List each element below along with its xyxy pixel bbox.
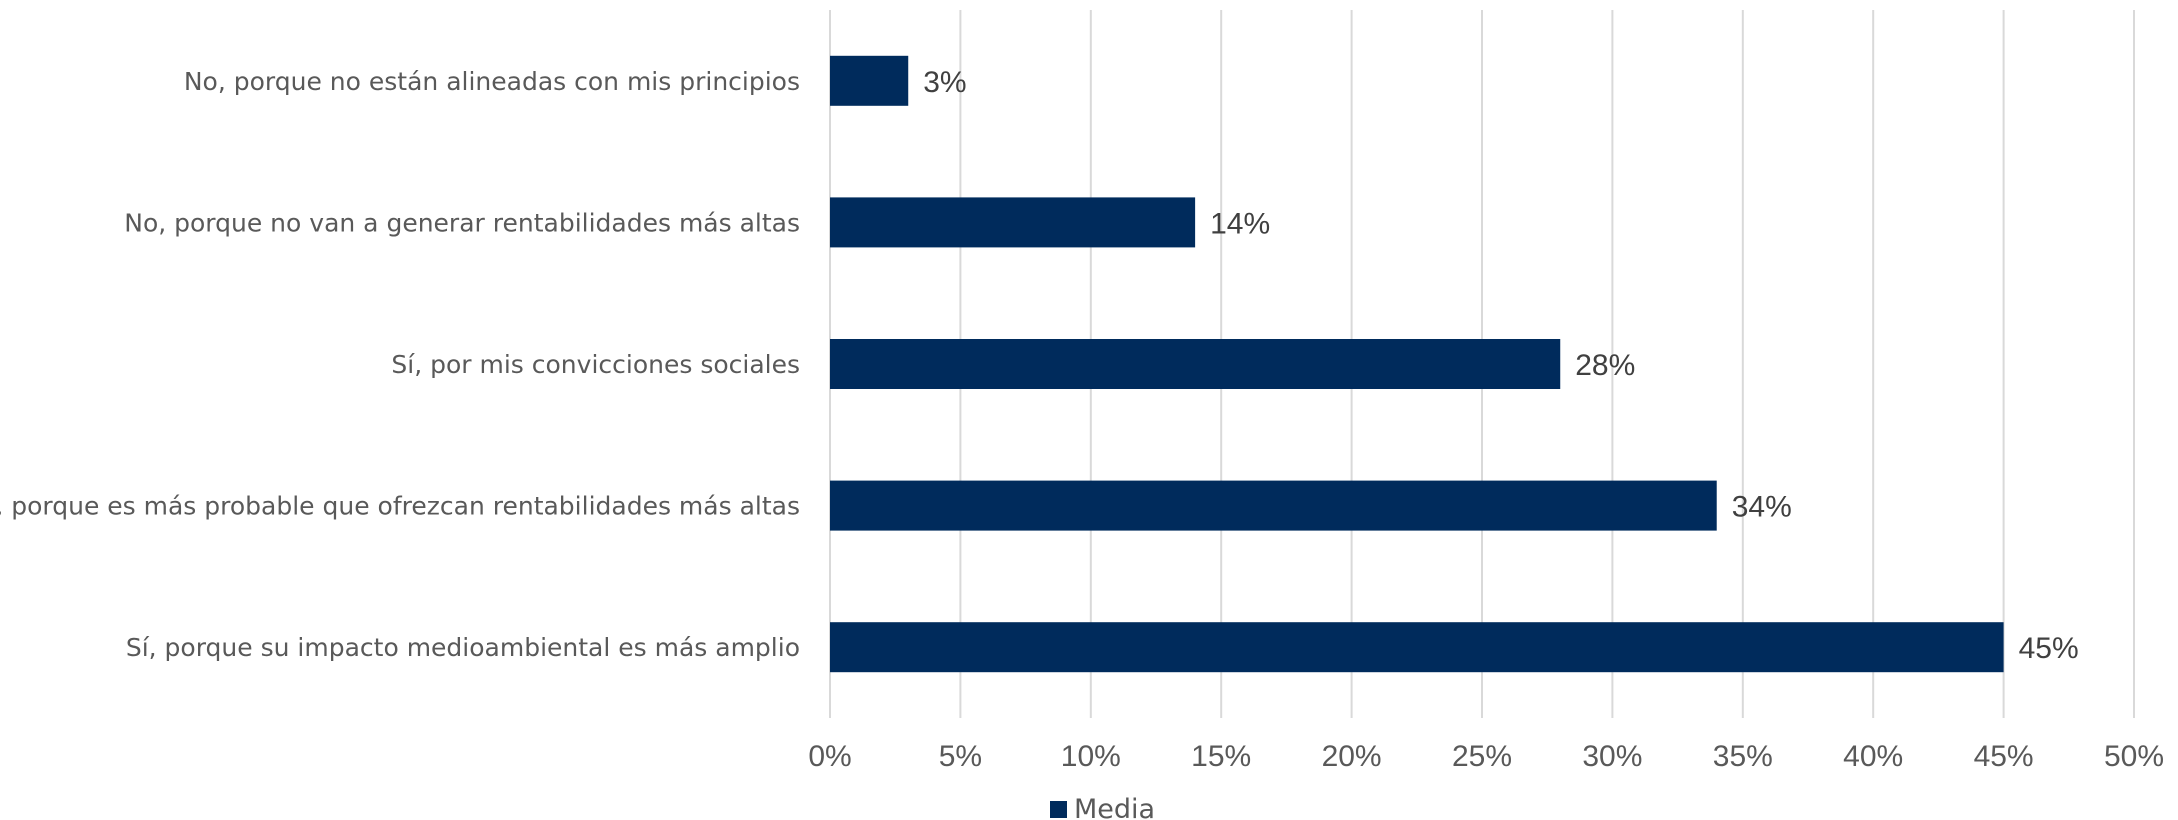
data-label: 34% [1732,491,1792,524]
bar [830,480,1717,531]
x-tick-label: 50% [2104,740,2164,773]
data-label: 3% [923,66,966,99]
data-label: 14% [1210,207,1270,240]
x-axis-tick-labels: 0% 5% 10% 15% 20% 25% 30% 35% 40% 45% 50% [808,740,2164,773]
legend-swatch-media [1050,801,1067,818]
category-label: Sí, porque su impacto medioambiental es … [126,633,800,662]
x-tick-label: 5% [939,740,982,773]
bars [830,55,2004,673]
x-tick-label: 0% [808,740,851,773]
x-tick-label: 45% [1974,740,2034,773]
data-labels: 3% 14% 28% 34% 45% [923,66,2078,665]
x-tick-label: 30% [1582,740,1642,773]
data-label: 45% [2019,632,2079,665]
x-tick-label: 25% [1452,740,1512,773]
x-tick-label: 20% [1322,740,1382,773]
legend-label-media: Media [1074,794,1155,820]
x-tick-label: 10% [1061,740,1121,773]
category-label: Sí, por mis convicciones sociales [391,350,800,379]
x-tick-label: 15% [1191,740,1251,773]
category-label: No, porque no van a generar rentabilidad… [124,208,800,237]
category-label: No, porque no están alineadas con mis pr… [184,67,800,96]
x-tick-label: 40% [1843,740,1903,773]
data-label: 28% [1575,349,1635,382]
x-tick-label: 35% [1713,740,1773,773]
bar [830,55,909,106]
legend: Media [1050,794,1155,820]
bar [830,622,2004,673]
category-label: Sí, porque es más probable que ofrezcan … [0,492,800,521]
bar [830,339,1561,389]
category-labels: No, porque no están alineadas con mis pr… [0,67,800,662]
bar [830,197,1196,248]
